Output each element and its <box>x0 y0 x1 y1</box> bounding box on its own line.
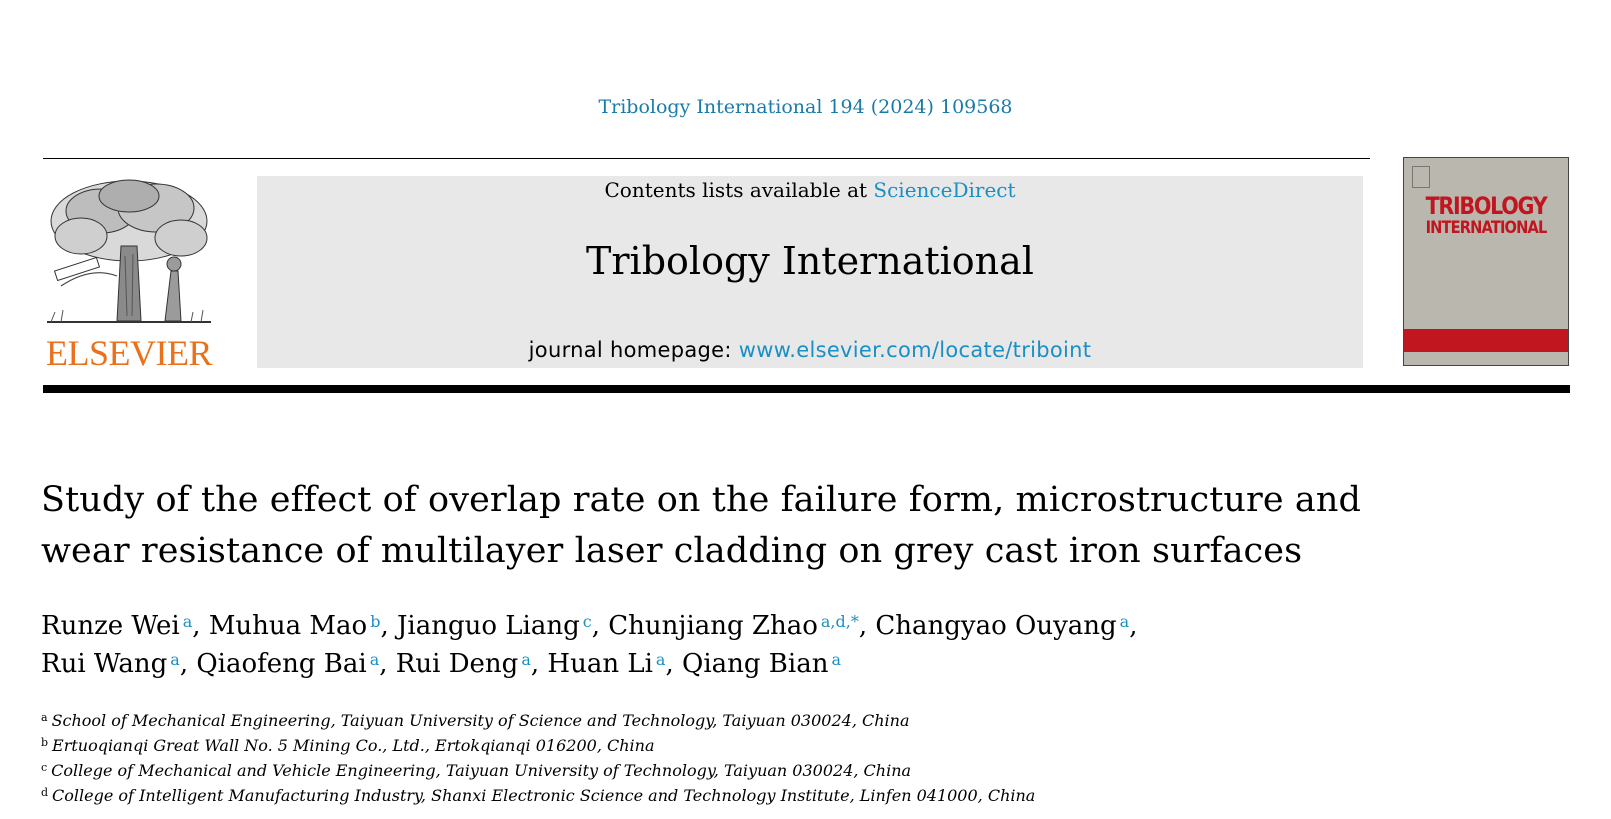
affiliation-item: b Ertuoqianqi Great Wall No. 5 Mining Co.… <box>41 733 1341 758</box>
affiliation-item: c College of Mechanical and Vehicle Engin… <box>41 758 1341 783</box>
sciencedirect-link[interactable]: ScienceDirect <box>873 178 1016 202</box>
author-item: Changyao Ouyang a, <box>875 611 1137 641</box>
author-name[interactable]: Rui Wang <box>41 649 168 679</box>
author-separator: , <box>379 649 396 679</box>
elsevier-tree-icon <box>41 176 217 326</box>
article-title: Study of the effect of overlap rate on t… <box>41 475 1371 577</box>
author-separator: , <box>665 649 682 679</box>
affiliation-text: College of Mechanical and Vehicle Engine… <box>51 761 912 780</box>
author-item: Chunjiang Zhao a,d,*, <box>608 611 875 641</box>
journal-homepage: journal homepage: www.elsevier.com/locat… <box>257 338 1363 362</box>
author-name[interactable]: Changyao Ouyang <box>875 611 1117 641</box>
author-affiliation-ref[interactable]: a <box>369 650 380 669</box>
article-title-line2: wear resistance of multilayer laser clad… <box>41 531 1303 571</box>
homepage-prefix: journal homepage: <box>528 338 732 362</box>
author-separator: , <box>380 611 397 641</box>
affiliation-list: a School of Mechanical Engineering, Taiyu… <box>41 708 1341 808</box>
affiliation-key: d <box>41 786 49 799</box>
author-affiliation-ref[interactable]: a,d,* <box>820 612 859 631</box>
author-affiliation-ref[interactable]: a <box>1119 612 1130 631</box>
homepage-link[interactable]: www.elsevier.com/locate/triboint <box>738 338 1092 362</box>
affiliation-key: b <box>41 736 49 749</box>
cover-publisher-icon <box>1412 166 1430 188</box>
journal-citation: Tribology International 194 (2024) 10956… <box>0 96 1611 118</box>
author-name[interactable]: Huan Li <box>547 649 653 679</box>
cover-title-line2: INTERNATIONAL <box>1425 218 1548 238</box>
author-item: Jianguo Liang c, <box>397 611 608 641</box>
author-item: Runze Wei a, <box>41 611 209 641</box>
author-item: Qiaofeng Bai a, <box>196 649 395 679</box>
contents-availability: Contents lists available at ScienceDirec… <box>257 178 1363 202</box>
author-name[interactable]: Muhua Mao <box>208 611 368 641</box>
author-name[interactable]: Runze Wei <box>41 611 180 641</box>
author-affiliation-ref[interactable]: a <box>182 612 193 631</box>
author-item: Rui Deng a, <box>396 649 548 679</box>
author-name[interactable]: Rui Deng <box>395 649 519 679</box>
author-name[interactable]: Qiaofeng Bai <box>196 649 367 679</box>
affiliation-key: c <box>41 761 48 774</box>
author-affiliation-ref[interactable]: a <box>655 650 666 669</box>
elsevier-wordmark: ELSEVIER <box>46 333 212 373</box>
cover-title-line1: TRIBOLOGY <box>1425 192 1548 220</box>
elsevier-logo[interactable]: ELSEVIER <box>41 176 217 373</box>
author-name[interactable]: Chunjiang Zhao <box>608 611 818 641</box>
author-separator: , <box>179 649 197 679</box>
author-affiliation-ref[interactable]: b <box>370 612 381 631</box>
affiliation-item: d College of Intelligent Manufacturing In… <box>41 783 1341 808</box>
author-item: Muhua Mao b, <box>209 611 397 641</box>
top-divider <box>43 158 1370 159</box>
author-name[interactable]: Qiang Bian <box>682 649 829 679</box>
affiliation-key: a <box>41 711 48 724</box>
author-affiliation-ref[interactable]: c <box>582 612 592 631</box>
cover-red-band <box>1404 329 1568 352</box>
article-title-line1: Study of the effect of overlap rate on t… <box>41 480 1362 520</box>
author-separator: , <box>591 611 609 641</box>
contents-prefix: Contents lists available at <box>604 178 868 202</box>
journal-title: Tribology International <box>586 239 1034 283</box>
affiliation-text: School of Mechanical Engineering, Taiyua… <box>51 711 910 730</box>
author-item: Rui Wang a, <box>41 649 196 679</box>
author-affiliation-ref[interactable]: a <box>831 650 841 669</box>
author-separator: , <box>858 611 876 641</box>
affiliation-item: a School of Mechanical Engineering, Taiyu… <box>41 708 1341 733</box>
masthead-divider <box>43 385 1570 393</box>
author-separator: , <box>192 611 209 641</box>
author-affiliation-ref[interactable]: a <box>521 650 531 669</box>
author-name[interactable]: Jianguo Liang <box>397 611 580 641</box>
affiliation-text: Ertuoqianqi Great Wall No. 5 Mining Co.,… <box>52 736 655 755</box>
author-item: Qiang Bian a <box>682 649 841 679</box>
author-list: Runze Wei a, Muhua Mao b, Jianguo Liang c, … <box>41 607 1341 683</box>
journal-cover-thumbnail[interactable]: TRIBOLOGY INTERNATIONAL <box>1403 157 1569 366</box>
author-separator: , <box>1129 611 1138 641</box>
affiliation-text: College of Intelligent Manufacturing Ind… <box>52 786 1036 805</box>
author-separator: , <box>530 649 548 679</box>
journal-masthead: Contents lists available at ScienceDirec… <box>257 176 1363 368</box>
author-item: Huan Li a, <box>547 649 682 679</box>
author-affiliation-ref[interactable]: a <box>170 650 180 669</box>
citation-link[interactable]: Tribology International 194 (2024) 10956… <box>598 96 1013 118</box>
